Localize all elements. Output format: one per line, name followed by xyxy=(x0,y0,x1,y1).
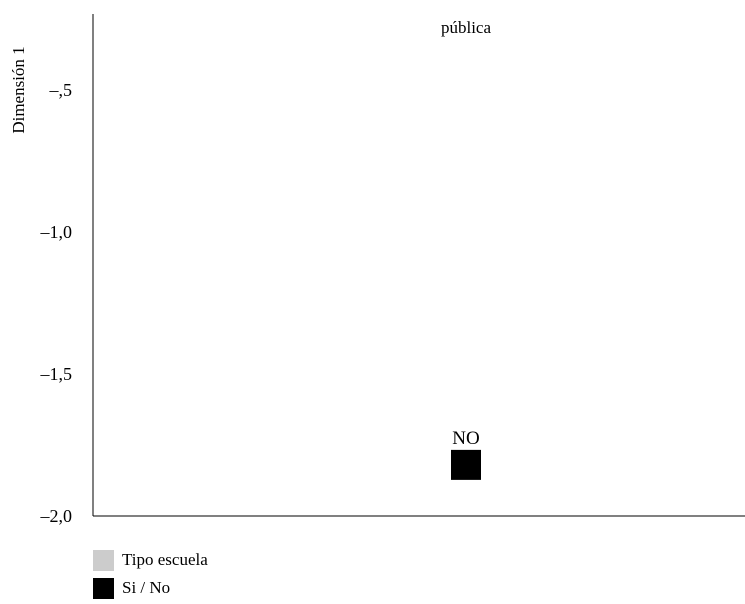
y-tick-label: –2,0 xyxy=(40,506,73,526)
legend-label-tipo-escuela: Tipo escuela xyxy=(122,550,208,569)
data-points: pública NO xyxy=(441,18,491,480)
y-tick-label: –1,5 xyxy=(40,364,73,384)
y-tick-labels: –,5 –1,0 –1,5 –2,0 xyxy=(40,80,73,526)
y-axis-label: Dimensión 1 xyxy=(9,46,28,133)
point-label-publica: pública xyxy=(441,18,491,37)
point-marker-no xyxy=(451,449,481,480)
legend-label-si-no: Si / No xyxy=(122,578,171,597)
legend-swatch-tipo-escuela xyxy=(93,549,114,571)
legend: Tipo escuela Si / No xyxy=(93,546,208,602)
point-label-no: NO xyxy=(452,428,479,449)
legend-item-tipo-escuela: Tipo escuela xyxy=(93,546,208,574)
y-tick-label: –1,0 xyxy=(40,222,73,242)
legend-item-si-no: Si / No xyxy=(93,574,208,602)
legend-swatch-si-no xyxy=(93,577,114,599)
axes xyxy=(92,14,745,517)
y-tick-label: –,5 xyxy=(49,80,73,100)
